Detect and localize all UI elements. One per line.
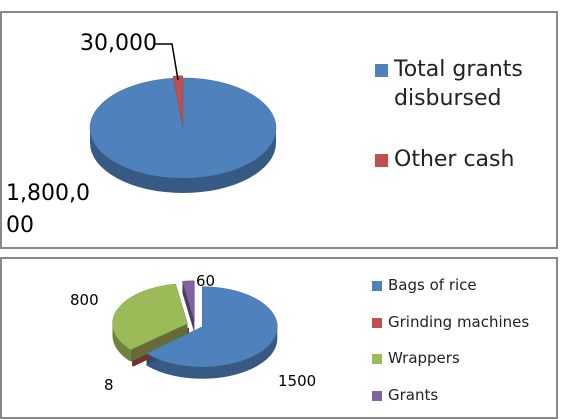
legend-item: Total grants disbursed [375, 56, 550, 113]
slice-wall [182, 281, 195, 333]
slice-side [112, 323, 131, 362]
data-label: 60 [196, 272, 216, 290]
legend-item: Bags of rice [372, 276, 557, 296]
legend-swatch [375, 63, 388, 77]
legend-label: Bags of rice [388, 276, 477, 294]
legend-item: Wrappers [372, 349, 557, 369]
legend-swatch [372, 281, 382, 292]
legend-item: Grants [372, 386, 557, 406]
legend-swatch [372, 317, 382, 328]
slice-side [146, 326, 278, 379]
slice-wall [130, 323, 188, 362]
legend-label: Total grants disbursed [394, 57, 523, 111]
legend-label: Grinding machines [388, 312, 530, 331]
data-label: 1,800,000 [6, 181, 90, 238]
legend-swatch [372, 390, 382, 401]
legend-label: Grants [388, 385, 439, 404]
legend-label: Other cash [394, 147, 515, 172]
leader-line [154, 43, 179, 81]
legend-item: Other cash [375, 146, 550, 175]
slice [89, 77, 277, 179]
slice [112, 283, 188, 350]
slice-side [90, 128, 276, 193]
data-label: 800 [70, 291, 99, 309]
slice [182, 280, 195, 321]
slice [146, 286, 278, 367]
legend-item: Grinding machines [372, 313, 557, 333]
legend-swatch [372, 354, 382, 365]
legend-label: Wrappers [388, 349, 460, 367]
slice [131, 327, 190, 355]
legend-swatch [375, 153, 388, 167]
data-label: 30,000 [80, 31, 157, 56]
chart-frame [0, 257, 558, 419]
data-label: 8 [104, 376, 114, 394]
data-label: 1500 [278, 372, 317, 390]
